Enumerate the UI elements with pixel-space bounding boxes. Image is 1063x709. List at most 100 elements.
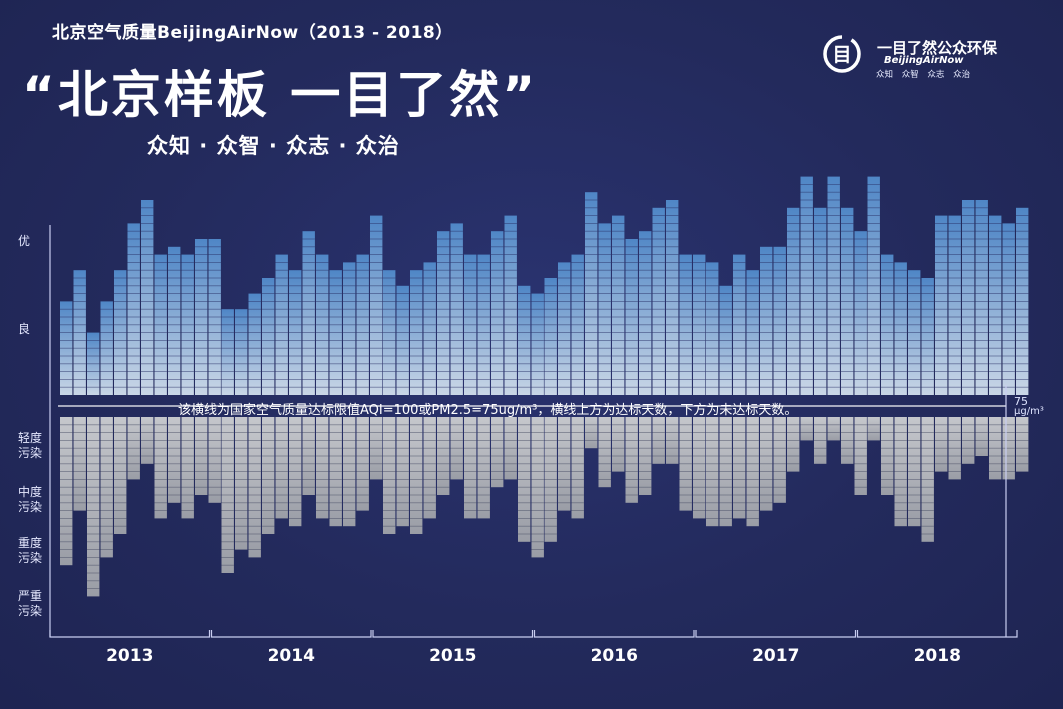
bar-attained-2017-12 (854, 231, 867, 395)
logo-title: 一目了然公众环保 (877, 39, 998, 57)
bar-unattained-2015-9 (491, 417, 504, 488)
bar-attained-2016-8 (639, 231, 652, 395)
year-label-2016: 2016 (591, 646, 638, 666)
bar-unattained-2013-9 (168, 417, 181, 503)
bar-unattained-2015-8 (477, 417, 490, 519)
bar-attained-2017-3 (733, 254, 746, 395)
bar-attained-2014-1 (221, 309, 234, 395)
bar-unattained-2013-11 (195, 417, 208, 495)
bar-unattained-2018-11 (1002, 417, 1015, 480)
bar-attained-2016-7 (625, 239, 638, 395)
logo-tags: 众知 众智 众志 众治 (876, 70, 971, 80)
bar-attained-2016-9 (652, 207, 665, 395)
category-label-good: 良 (18, 322, 31, 336)
bar-attained-2018-1 (867, 176, 880, 395)
year-label-2017: 2017 (752, 646, 799, 666)
bar-unattained-2017-8 (800, 417, 813, 441)
bar-attained-2017-7 (787, 207, 800, 395)
bar-attained-2015-3 (410, 270, 423, 395)
bar-attained-2015-2 (396, 285, 409, 395)
bar-unattained-2016-6 (612, 417, 625, 472)
bar-attained-2014-8 (316, 254, 329, 395)
bar-unattained-2018-3 (894, 417, 907, 527)
bar-unattained-2015-3 (410, 417, 423, 534)
bar-unattained-2015-10 (504, 417, 517, 480)
bar-attained-2015-11 (518, 285, 531, 395)
bar-attained-2018-5 (921, 278, 934, 395)
category-label-moderate: 中度 污染 (18, 485, 43, 514)
bar-unattained-2014-9 (329, 417, 342, 527)
bar-unattained-2014-3 (248, 417, 261, 558)
bar-attained-2016-2 (558, 262, 571, 395)
bar-unattained-2017-10 (827, 417, 840, 441)
bar-attained-2016-1 (544, 278, 557, 395)
bar-unattained-2015-6 (450, 417, 463, 480)
bar-unattained-2017-5 (760, 417, 773, 511)
bar-unattained-2017-1 (706, 417, 719, 527)
bar-unattained-2013-6 (127, 417, 140, 480)
bar-attained-2013-1 (60, 301, 73, 395)
category-label-excellent: 优 (18, 234, 31, 248)
bar-unattained-2016-10 (666, 417, 679, 464)
bar-attained-2015-5 (437, 231, 450, 395)
year-label-2015: 2015 (429, 646, 476, 666)
bar-attained-2013-3 (87, 332, 100, 395)
year-bracket-2016 (533, 630, 695, 638)
bar-attained-2017-11 (841, 207, 854, 395)
bar-attained-2014-10 (343, 262, 356, 395)
slogan: 众知 · 众智 · 众志 · 众治 (147, 134, 400, 158)
bar-unattained-2014-5 (275, 417, 288, 519)
bar-unattained-2014-1 (221, 417, 234, 573)
bar-attained-2015-4 (423, 262, 436, 395)
bar-unattained-2014-8 (316, 417, 329, 519)
bar-attained-2013-5 (114, 270, 127, 395)
bar-attained-2015-1 (383, 270, 396, 395)
bar-attained-2013-11 (195, 239, 208, 395)
bar-unattained-2018-4 (908, 417, 921, 527)
bar-unattained-2016-5 (598, 417, 611, 488)
bar-attained-2017-5 (760, 246, 773, 395)
bar-attained-2016-5 (598, 223, 611, 395)
bar-attained-2018-3 (894, 262, 907, 395)
bar-unattained-2013-4 (100, 417, 113, 558)
logo-subtitle: BeijingAirNow (884, 55, 964, 66)
bar-unattained-2018-1 (867, 417, 880, 441)
bar-attained-2016-10 (666, 200, 679, 395)
bar-attained-2013-8 (154, 254, 167, 395)
threshold-unit: μg/m³ (1014, 406, 1044, 417)
bar-attained-2015-10 (504, 215, 517, 395)
bar-attained-2018-7 (948, 215, 961, 395)
bar-unattained-2015-2 (396, 417, 409, 527)
bar-unattained-2016-9 (652, 417, 665, 464)
bar-attained-2014-2 (235, 309, 248, 395)
bar-attained-2013-12 (208, 239, 221, 395)
bar-unattained-2016-4 (585, 417, 598, 449)
bar-attained-2017-9 (814, 207, 827, 395)
bar-unattained-2018-7 (948, 417, 961, 480)
bar-attained-2017-4 (746, 270, 759, 395)
bar-unattained-2018-12 (1016, 417, 1029, 472)
bar-unattained-2018-9 (975, 417, 988, 456)
top-title: 北京空气质量BeijingAirNow（2013 - 2018） (52, 23, 453, 43)
year-label-2014: 2014 (268, 646, 315, 666)
bar-unattained-2013-2 (73, 417, 86, 511)
bar-attained-2014-3 (248, 293, 261, 395)
bar-unattained-2013-5 (114, 417, 127, 534)
threshold-note: 该横线为国家空气质量达标限值AQI=100或PM2.5=75ug/m³，横线上方… (178, 403, 798, 418)
bar-unattained-2017-2 (719, 417, 732, 527)
bar-attained-2018-8 (962, 200, 975, 395)
bar-unattained-2015-5 (437, 417, 450, 495)
year-bracket-2014 (210, 630, 372, 638)
bar-unattained-2018-10 (989, 417, 1002, 480)
bar-attained-2017-6 (773, 246, 786, 395)
bar-unattained-2018-5 (921, 417, 934, 542)
bar-unattained-2017-12 (854, 417, 867, 495)
bar-attained-2018-4 (908, 270, 921, 395)
bar-attained-2016-11 (679, 254, 692, 395)
year-bracket-2015 (372, 630, 534, 638)
bar-attained-2015-6 (450, 223, 463, 395)
bar-unattained-2016-1 (544, 417, 557, 542)
year-bracket-2018 (856, 630, 1018, 638)
